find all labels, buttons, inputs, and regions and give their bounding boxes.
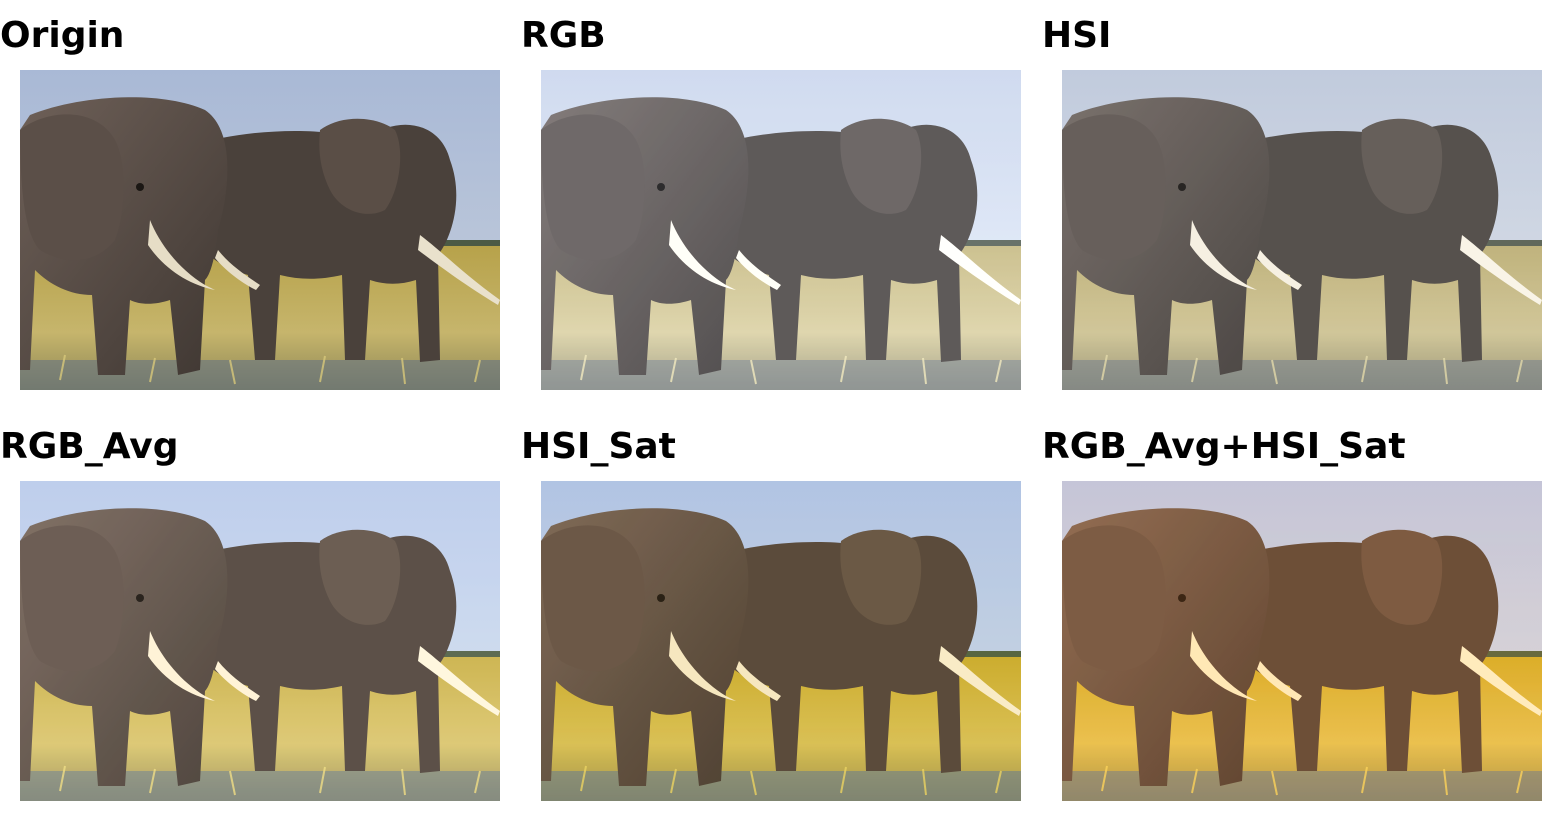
elephant-image [1062, 70, 1542, 390]
panel-title: RGB_Avg+HSI_Sat [1042, 426, 1406, 467]
elephant-image [20, 481, 500, 801]
panel-rgb-avg: RGB_Avg [0, 411, 520, 811]
panel-hsi-sat: HSI_Sat [521, 411, 1041, 811]
panel-title: HSI [1042, 15, 1112, 56]
elephant-image [541, 70, 1021, 390]
panel-rgb: RGB [521, 0, 1041, 400]
elephant-photo [541, 70, 1021, 390]
elephant-photo [1062, 481, 1542, 801]
panel-origin: Origin [0, 0, 520, 400]
elephant-image [541, 481, 1021, 801]
panel-title: RGB_Avg [0, 426, 179, 467]
panel-hsi: HSI [1042, 0, 1562, 400]
panel-title: RGB [521, 15, 606, 56]
elephant-image [20, 70, 500, 390]
elephant-photo [541, 481, 1021, 801]
elephant-photo [20, 70, 500, 390]
elephant-image [1062, 481, 1542, 801]
elephant-photo [20, 481, 500, 801]
panel-title: Origin [0, 15, 125, 56]
elephant-photo [1062, 70, 1542, 390]
panel-title: HSI_Sat [521, 426, 676, 467]
panel-rgb-avg-hsi-sat: RGB_Avg+HSI_Sat [1042, 411, 1562, 811]
